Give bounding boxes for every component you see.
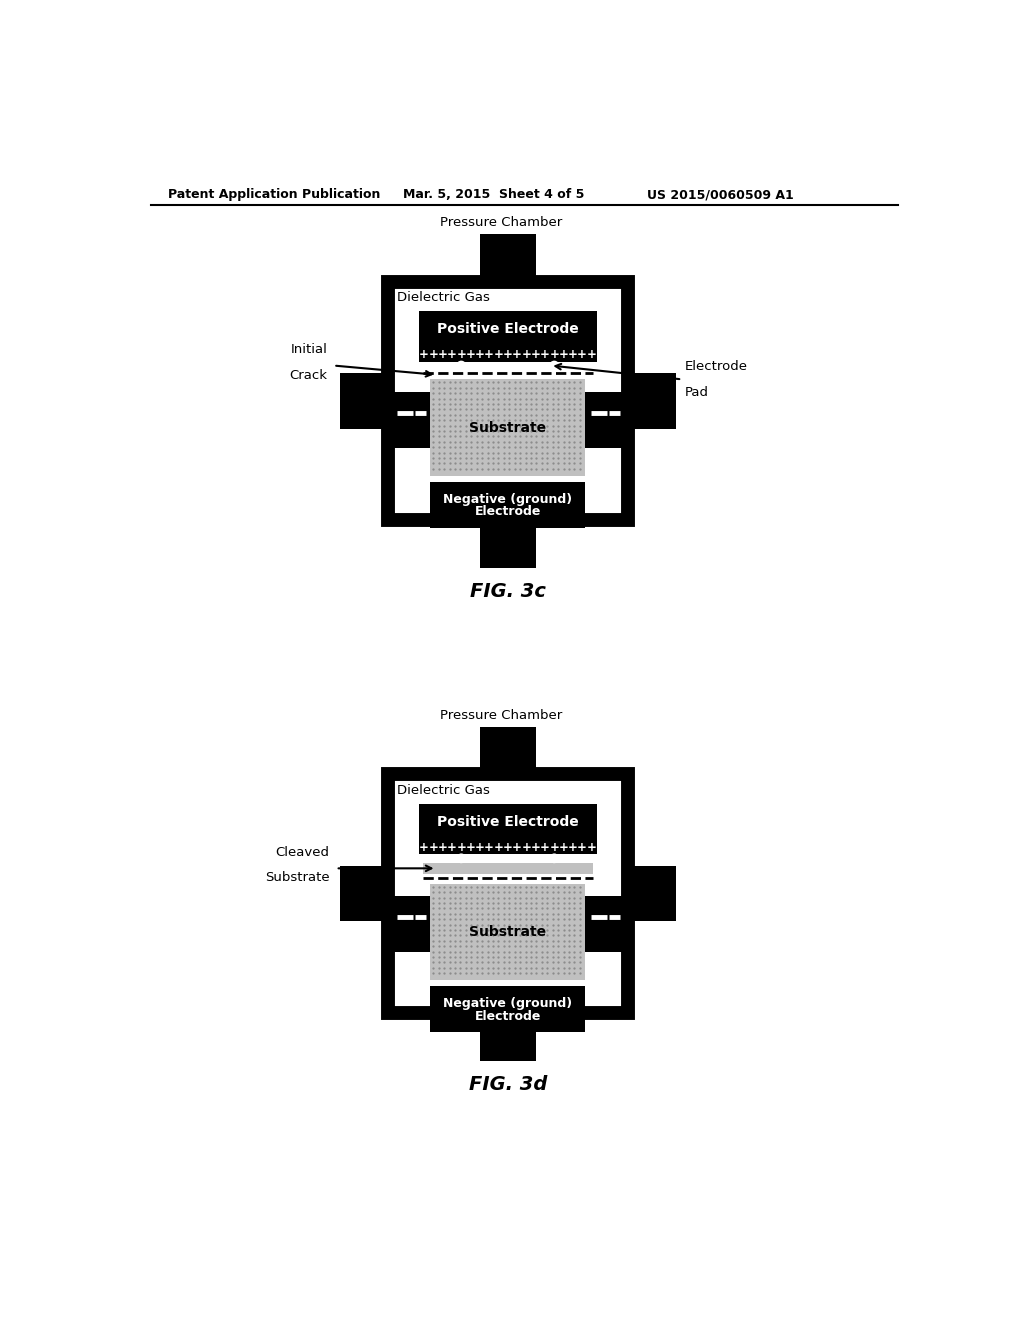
Text: Electrode: Electrode xyxy=(474,506,541,519)
Text: FIG. 3d: FIG. 3d xyxy=(469,1074,547,1094)
Text: +: + xyxy=(530,348,541,362)
Text: FIG. 3c: FIG. 3c xyxy=(470,582,546,601)
Text: +: + xyxy=(475,841,484,854)
Bar xyxy=(388,281,628,520)
Text: Cleaved: Cleaved xyxy=(275,846,330,859)
Text: Substrate: Substrate xyxy=(265,871,330,884)
Text: +: + xyxy=(494,348,504,362)
Bar xyxy=(430,482,586,528)
Text: +: + xyxy=(578,348,587,362)
Text: +: + xyxy=(484,841,495,854)
Text: +: + xyxy=(419,841,429,854)
Text: Crack: Crack xyxy=(289,368,328,381)
Bar xyxy=(480,1014,536,1061)
Text: +: + xyxy=(587,841,596,854)
Text: +: + xyxy=(540,841,550,854)
Bar xyxy=(388,775,628,1014)
Text: +: + xyxy=(484,348,495,362)
Bar xyxy=(430,986,586,1032)
Text: +: + xyxy=(419,348,429,362)
Text: Negative (ground): Negative (ground) xyxy=(443,998,572,1010)
Bar xyxy=(480,520,536,568)
Bar xyxy=(391,896,430,952)
Bar xyxy=(586,392,624,447)
Bar xyxy=(419,804,597,841)
Text: +: + xyxy=(428,348,438,362)
Text: +: + xyxy=(559,348,568,362)
Text: Electrode: Electrode xyxy=(474,1010,541,1023)
Text: Mar. 5, 2015  Sheet 4 of 5: Mar. 5, 2015 Sheet 4 of 5 xyxy=(403,187,585,201)
Text: Negative (ground): Negative (ground) xyxy=(443,492,572,506)
Text: +: + xyxy=(457,841,466,854)
Text: Pressure Chamber: Pressure Chamber xyxy=(440,709,562,722)
Bar xyxy=(480,234,536,281)
Text: +: + xyxy=(549,841,559,854)
Bar xyxy=(340,866,388,921)
Text: Positive Electrode: Positive Electrode xyxy=(437,322,579,337)
Text: +: + xyxy=(457,348,466,362)
Bar xyxy=(419,348,597,362)
Bar xyxy=(480,726,536,775)
Text: Pad: Pad xyxy=(684,385,709,399)
Bar xyxy=(628,866,676,921)
Text: +: + xyxy=(503,841,513,854)
Text: Dielectric Gas: Dielectric Gas xyxy=(397,784,489,797)
Text: Substrate: Substrate xyxy=(469,421,547,434)
Text: +: + xyxy=(578,841,587,854)
Text: Substrate: Substrate xyxy=(469,925,547,939)
Text: +: + xyxy=(540,348,550,362)
Text: +: + xyxy=(512,841,522,854)
Bar xyxy=(628,374,676,429)
Text: +: + xyxy=(549,348,559,362)
Bar xyxy=(340,374,388,429)
Text: Dielectric Gas: Dielectric Gas xyxy=(397,290,489,304)
Text: +: + xyxy=(466,348,475,362)
Text: +: + xyxy=(447,841,457,854)
Text: +: + xyxy=(428,841,438,854)
Text: +: + xyxy=(568,348,578,362)
Text: Patent Application Publication: Patent Application Publication xyxy=(168,187,381,201)
Text: +: + xyxy=(587,348,596,362)
Text: +: + xyxy=(503,348,513,362)
Text: +: + xyxy=(559,841,568,854)
Text: Initial: Initial xyxy=(290,343,328,356)
Text: Electrode: Electrode xyxy=(684,360,748,374)
Bar xyxy=(430,884,586,979)
Text: +: + xyxy=(466,841,475,854)
Text: +: + xyxy=(437,348,447,362)
Text: +: + xyxy=(447,348,457,362)
Text: +: + xyxy=(521,841,531,854)
Bar xyxy=(586,896,624,952)
Text: +: + xyxy=(568,841,578,854)
Text: +: + xyxy=(521,348,531,362)
Text: +: + xyxy=(437,841,447,854)
Text: Pressure Chamber: Pressure Chamber xyxy=(440,216,562,230)
Text: Positive Electrode: Positive Electrode xyxy=(437,816,579,829)
Bar xyxy=(419,312,597,348)
Bar xyxy=(419,841,597,854)
Bar xyxy=(430,379,586,475)
Text: US 2015/0060509 A1: US 2015/0060509 A1 xyxy=(647,187,794,201)
Text: +: + xyxy=(512,348,522,362)
Text: +: + xyxy=(494,841,504,854)
Bar xyxy=(391,392,430,447)
Text: +: + xyxy=(475,348,484,362)
Text: +: + xyxy=(530,841,541,854)
Bar xyxy=(423,863,593,874)
